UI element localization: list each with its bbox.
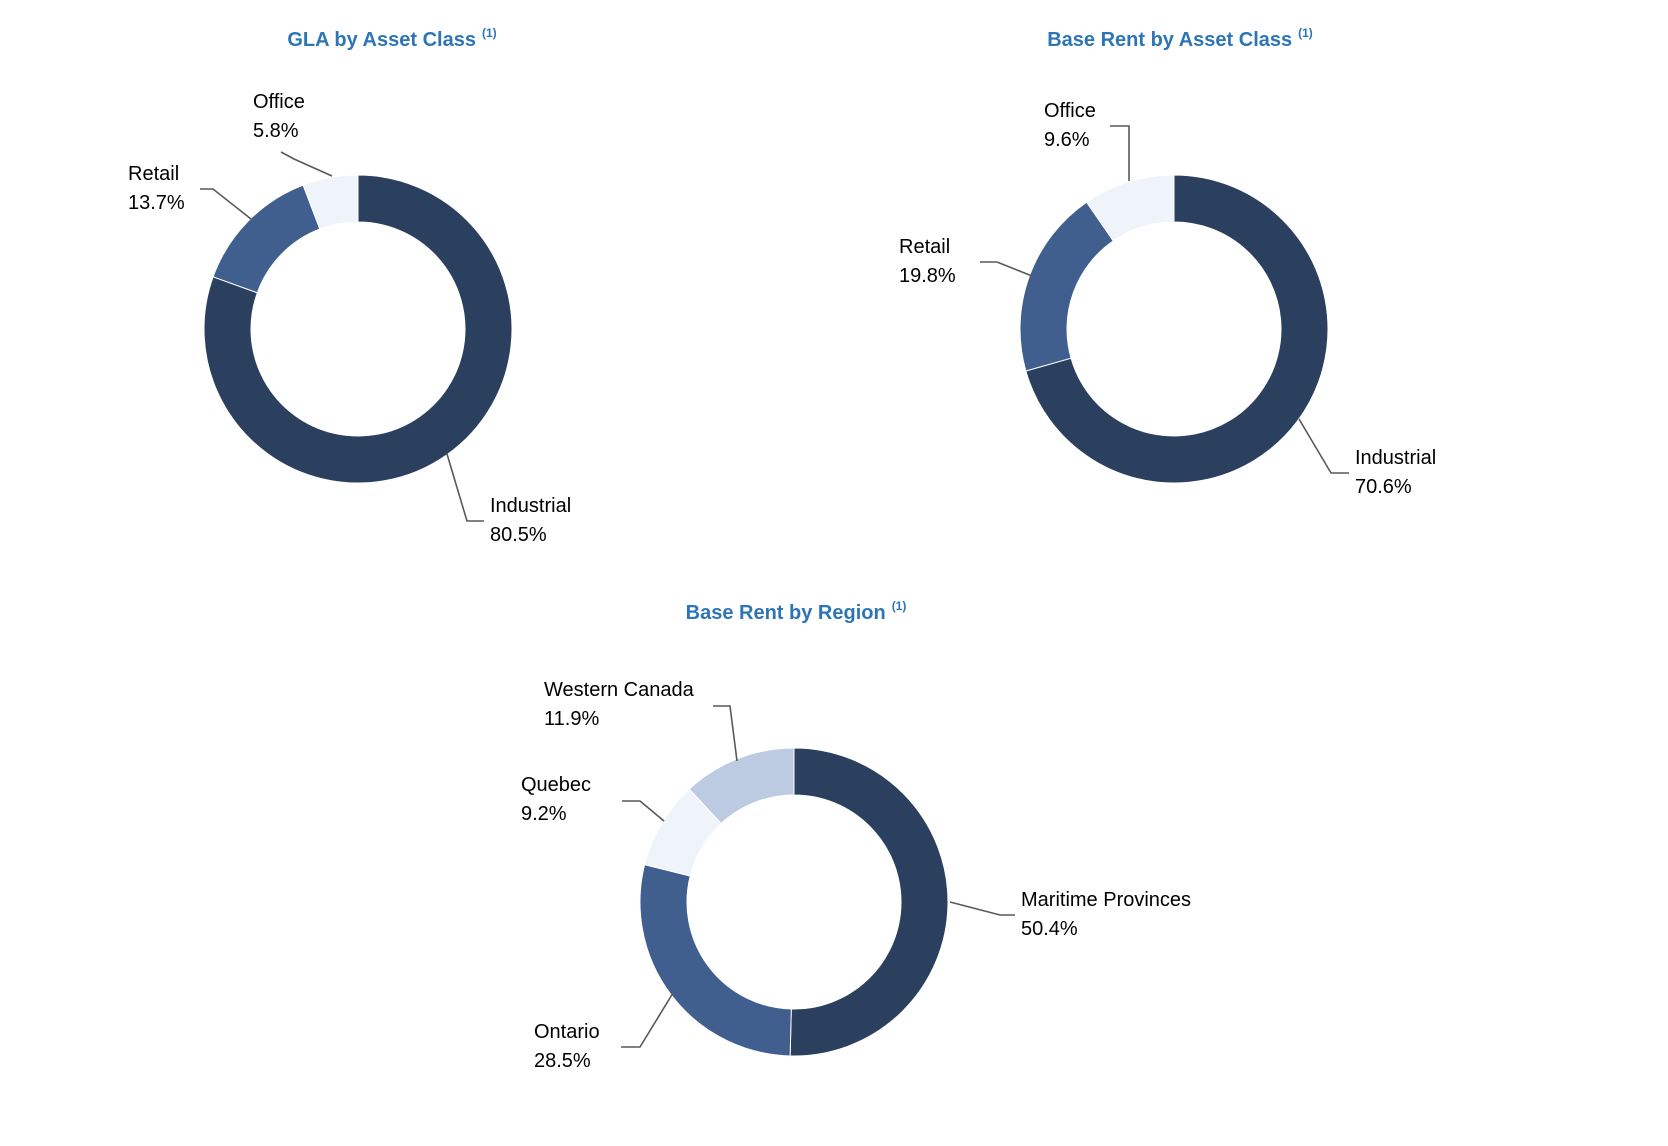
chart-title-superscript: (1) xyxy=(892,599,907,613)
slice-label-western-canada: Western Canada xyxy=(544,679,695,701)
leader-line-retail xyxy=(200,188,252,220)
donut-chart-base-rent-by-asset-class: Base Rent by Asset Class (1) Industrial 70.… xyxy=(899,26,1436,498)
leader-line-retail xyxy=(980,261,1033,277)
chart-title: GLA by Asset Class (1) xyxy=(287,26,496,51)
slice-label-office: Office xyxy=(1044,100,1096,122)
leader-line-western-canada xyxy=(713,705,738,762)
slice-industrial xyxy=(1025,174,1329,484)
slice-ontario xyxy=(639,864,792,1057)
chart-title-superscript: (1) xyxy=(1298,26,1313,40)
donut-chart-base-rent-by-region: Base Rent by Region (1) Maritime Provinces… xyxy=(521,599,1191,1072)
slice-label-quebec: Quebec xyxy=(521,774,591,796)
leader-line-ontario xyxy=(621,992,674,1048)
slice-label-maritime-provinces: Maritime Provinces xyxy=(1021,889,1191,911)
slice-value-ontario: 28.5% xyxy=(534,1050,591,1072)
slice-label-industrial: Industrial xyxy=(1355,447,1436,469)
slice-label-retail: Retail xyxy=(128,163,179,185)
slice-office xyxy=(1085,174,1175,242)
slice-value-industrial: 80.5% xyxy=(490,524,547,546)
slice-value-retail: 19.8% xyxy=(899,265,956,287)
leader-line-quebec xyxy=(622,800,665,822)
slice-value-office: 9.6% xyxy=(1044,129,1090,151)
slice-label-industrial: Industrial xyxy=(490,495,571,517)
chart-title-superscript: (1) xyxy=(482,26,497,40)
leader-line-office xyxy=(1110,125,1130,181)
slice-label-ontario: Ontario xyxy=(534,1021,600,1043)
leader-line-maritime-provinces xyxy=(949,901,1015,916)
donut-chart-gla-by-asset-class: GLA by Asset Class (1) Industrial 80.5% Reta… xyxy=(128,26,571,546)
slice-value-office: 5.8% xyxy=(253,120,299,142)
slice-retail xyxy=(1019,201,1114,372)
slice-industrial xyxy=(203,174,513,484)
slice-western-canada xyxy=(688,747,795,825)
slice-label-office: Office xyxy=(253,91,305,113)
chart-title: Base Rent by Region (1) xyxy=(686,599,907,624)
slice-maritime-provinces xyxy=(789,747,949,1057)
leader-line-industrial xyxy=(1298,418,1349,474)
chart-title: Base Rent by Asset Class (1) xyxy=(1047,26,1313,51)
leader-line-industrial xyxy=(446,453,484,522)
slice-value-retail: 13.7% xyxy=(128,192,185,214)
slice-value-western-canada: 11.9% xyxy=(544,708,599,730)
chart-title-text: Base Rent by Region xyxy=(686,602,886,624)
chart-title-text: GLA by Asset Class xyxy=(287,29,476,51)
slice-office xyxy=(302,174,359,230)
slice-value-maritime-provinces: 50.4% xyxy=(1021,918,1078,940)
slice-label-retail: Retail xyxy=(899,236,950,258)
slice-value-industrial: 70.6% xyxy=(1355,476,1412,498)
leader-line-office xyxy=(280,151,333,177)
slice-value-quebec: 9.2% xyxy=(521,803,567,825)
chart-title-text: Base Rent by Asset Class xyxy=(1047,29,1292,51)
